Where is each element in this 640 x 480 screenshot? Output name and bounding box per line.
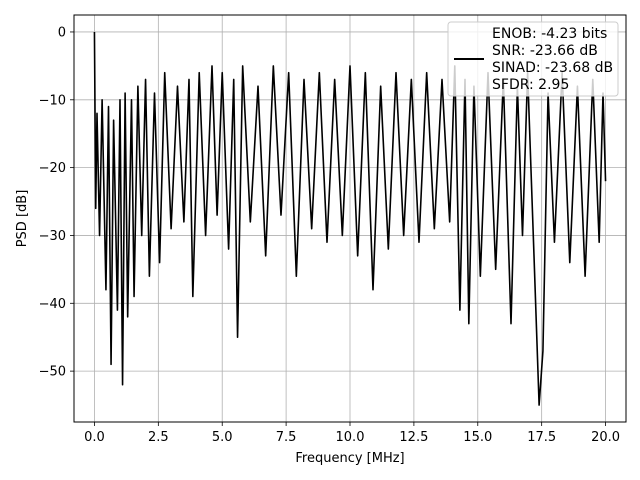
legend-box <box>447 21 619 97</box>
x-tick-label: 0.0 <box>84 430 105 445</box>
y-tick-label: −50 <box>39 365 66 380</box>
x-tick-label: 20.0 <box>591 430 620 445</box>
psd-series-line <box>93 31 607 406</box>
x-tick-label: 7.5 <box>276 430 297 445</box>
x-tick-label: 15.0 <box>463 430 492 445</box>
y-tick-label: 0 <box>58 25 66 40</box>
ticks: 0.0 2.5 5.0 7.5 10.0 12.5 15.0 17.5 20.0 0 −10 −20 −… <box>39 25 620 445</box>
series-layer <box>93 31 607 406</box>
x-tick-label: 10.0 <box>336 430 365 445</box>
x-tick-label: 5.0 <box>212 430 233 445</box>
y-tick-label: −10 <box>39 93 66 108</box>
y-tick-label: −40 <box>39 297 66 312</box>
legend: ENOB: -4.23 bits SNR: -23.66 dB SINAD: -… <box>447 21 619 97</box>
legend-entry-sinad: SINAD: -23.68 dB <box>492 60 613 76</box>
y-tick-label: −30 <box>39 229 66 244</box>
legend-entry-enob: ENOB: -4.23 bits <box>492 26 607 42</box>
x-tick-label: 12.5 <box>399 430 428 445</box>
legend-entry-sfdr: SFDR: 2.95 <box>492 77 569 93</box>
y-axis-label: PSD [dB] <box>15 190 30 248</box>
y-tick-label: −20 <box>39 161 66 176</box>
x-axis-label: Frequency [MHz] <box>295 451 404 466</box>
legend-entry-snr: SNR: -23.66 dB <box>492 43 598 59</box>
x-tick-label: 2.5 <box>148 430 169 445</box>
x-tick-label: 17.5 <box>527 430 556 445</box>
